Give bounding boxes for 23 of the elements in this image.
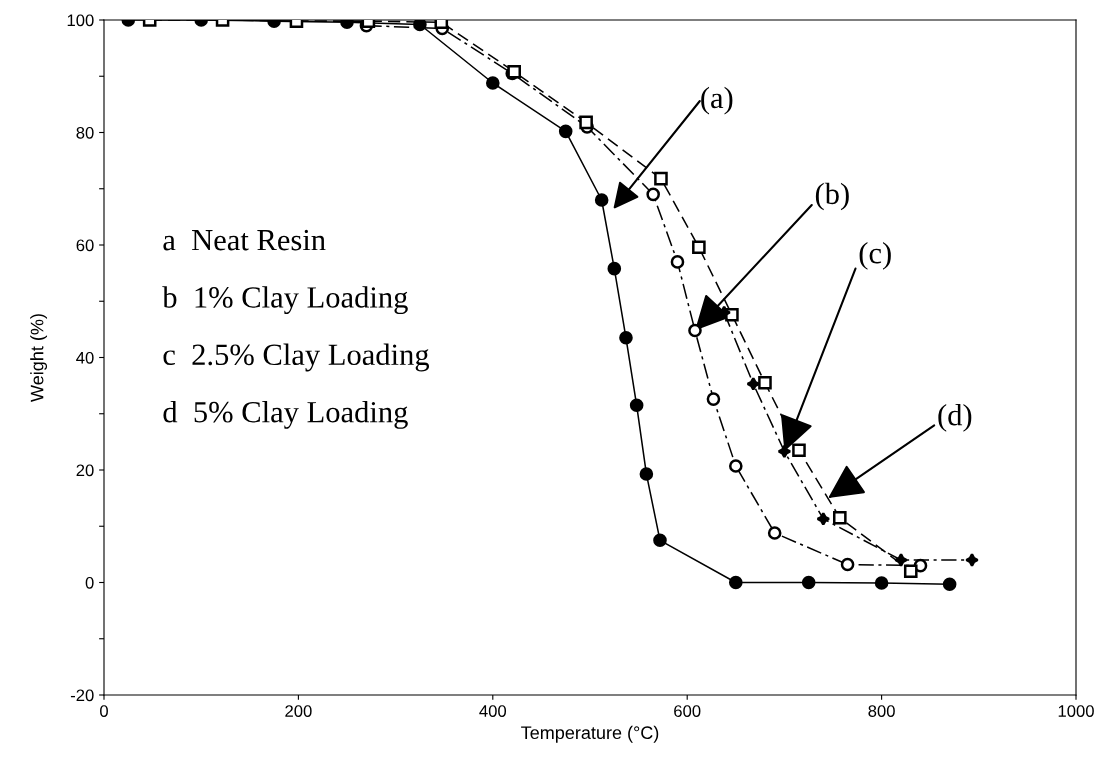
y-tick-label: 0: [85, 576, 94, 589]
annotation: b 1% Clay Loading: [162, 286, 408, 315]
x-tick-label: 600: [674, 705, 701, 717]
x-tick-label: 0: [100, 705, 108, 717]
y-tick-label: -20: [70, 689, 94, 702]
y-tick-label: 80: [76, 126, 94, 139]
x-tick-label: 1000: [1058, 705, 1094, 717]
y-tick-label: 40: [76, 351, 94, 364]
y-axis-title: Weight (%): [30, 314, 48, 402]
x-tick-label: 400: [479, 705, 507, 717]
annotation: (c): [859, 242, 891, 270]
x-axis-title: Temperature (°C): [521, 725, 659, 743]
y-tick-label: 20: [76, 464, 94, 477]
annotation: d 5% Clay Loading: [163, 400, 408, 429]
annotation: (b): [815, 182, 849, 211]
y-tick-label: 60: [76, 239, 94, 252]
annotation: a Neat Resin: [163, 229, 326, 251]
y-tick-label: 100: [67, 14, 94, 27]
x-tick-label: 800: [868, 705, 895, 717]
annotation: (d): [938, 404, 972, 432]
annotation: (a): [701, 86, 733, 115]
x-tick-label: 200: [285, 705, 312, 717]
annotation: c 2.5% Clay Loading: [163, 343, 430, 372]
